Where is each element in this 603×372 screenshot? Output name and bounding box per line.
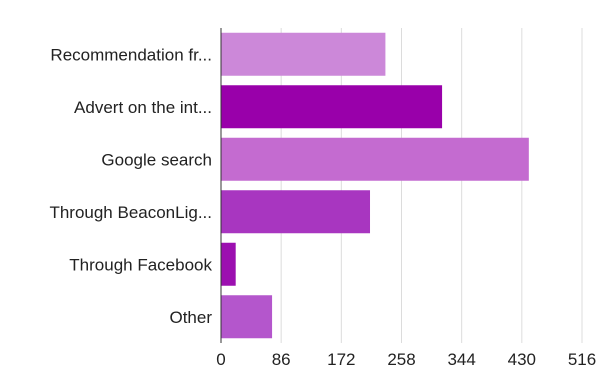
x-tick-label-0: 0 bbox=[216, 350, 225, 369]
category-label-1: Recommendation fr... bbox=[50, 45, 212, 64]
category-label-6: Other bbox=[169, 308, 212, 327]
bar-4 bbox=[221, 190, 371, 234]
category-label-2: Advert on the int... bbox=[74, 98, 212, 117]
category-labels: Recommendation fr... Advert on the int...… bbox=[49, 45, 212, 327]
bar-5 bbox=[221, 242, 236, 286]
x-tick-label-86: 86 bbox=[272, 350, 291, 369]
category-label-4: Through BeaconLig... bbox=[49, 203, 212, 222]
x-tick-label-344: 344 bbox=[447, 350, 475, 369]
x-tick-label-172: 172 bbox=[327, 350, 355, 369]
category-label-3: Google search bbox=[101, 150, 212, 169]
grid-lines bbox=[280, 28, 583, 343]
bar-2 bbox=[221, 85, 443, 129]
x-tick-label-430: 430 bbox=[508, 350, 536, 369]
x-tick-labels: 0 86 172 258 344 430 516 bbox=[216, 350, 596, 369]
bar-6 bbox=[221, 295, 273, 339]
x-tick-label-258: 258 bbox=[387, 350, 415, 369]
bar-1 bbox=[221, 32, 386, 76]
bars bbox=[221, 32, 529, 339]
bar-3 bbox=[221, 137, 529, 181]
x-tick-label-516: 516 bbox=[568, 350, 596, 369]
category-label-5: Through Facebook bbox=[69, 255, 212, 274]
